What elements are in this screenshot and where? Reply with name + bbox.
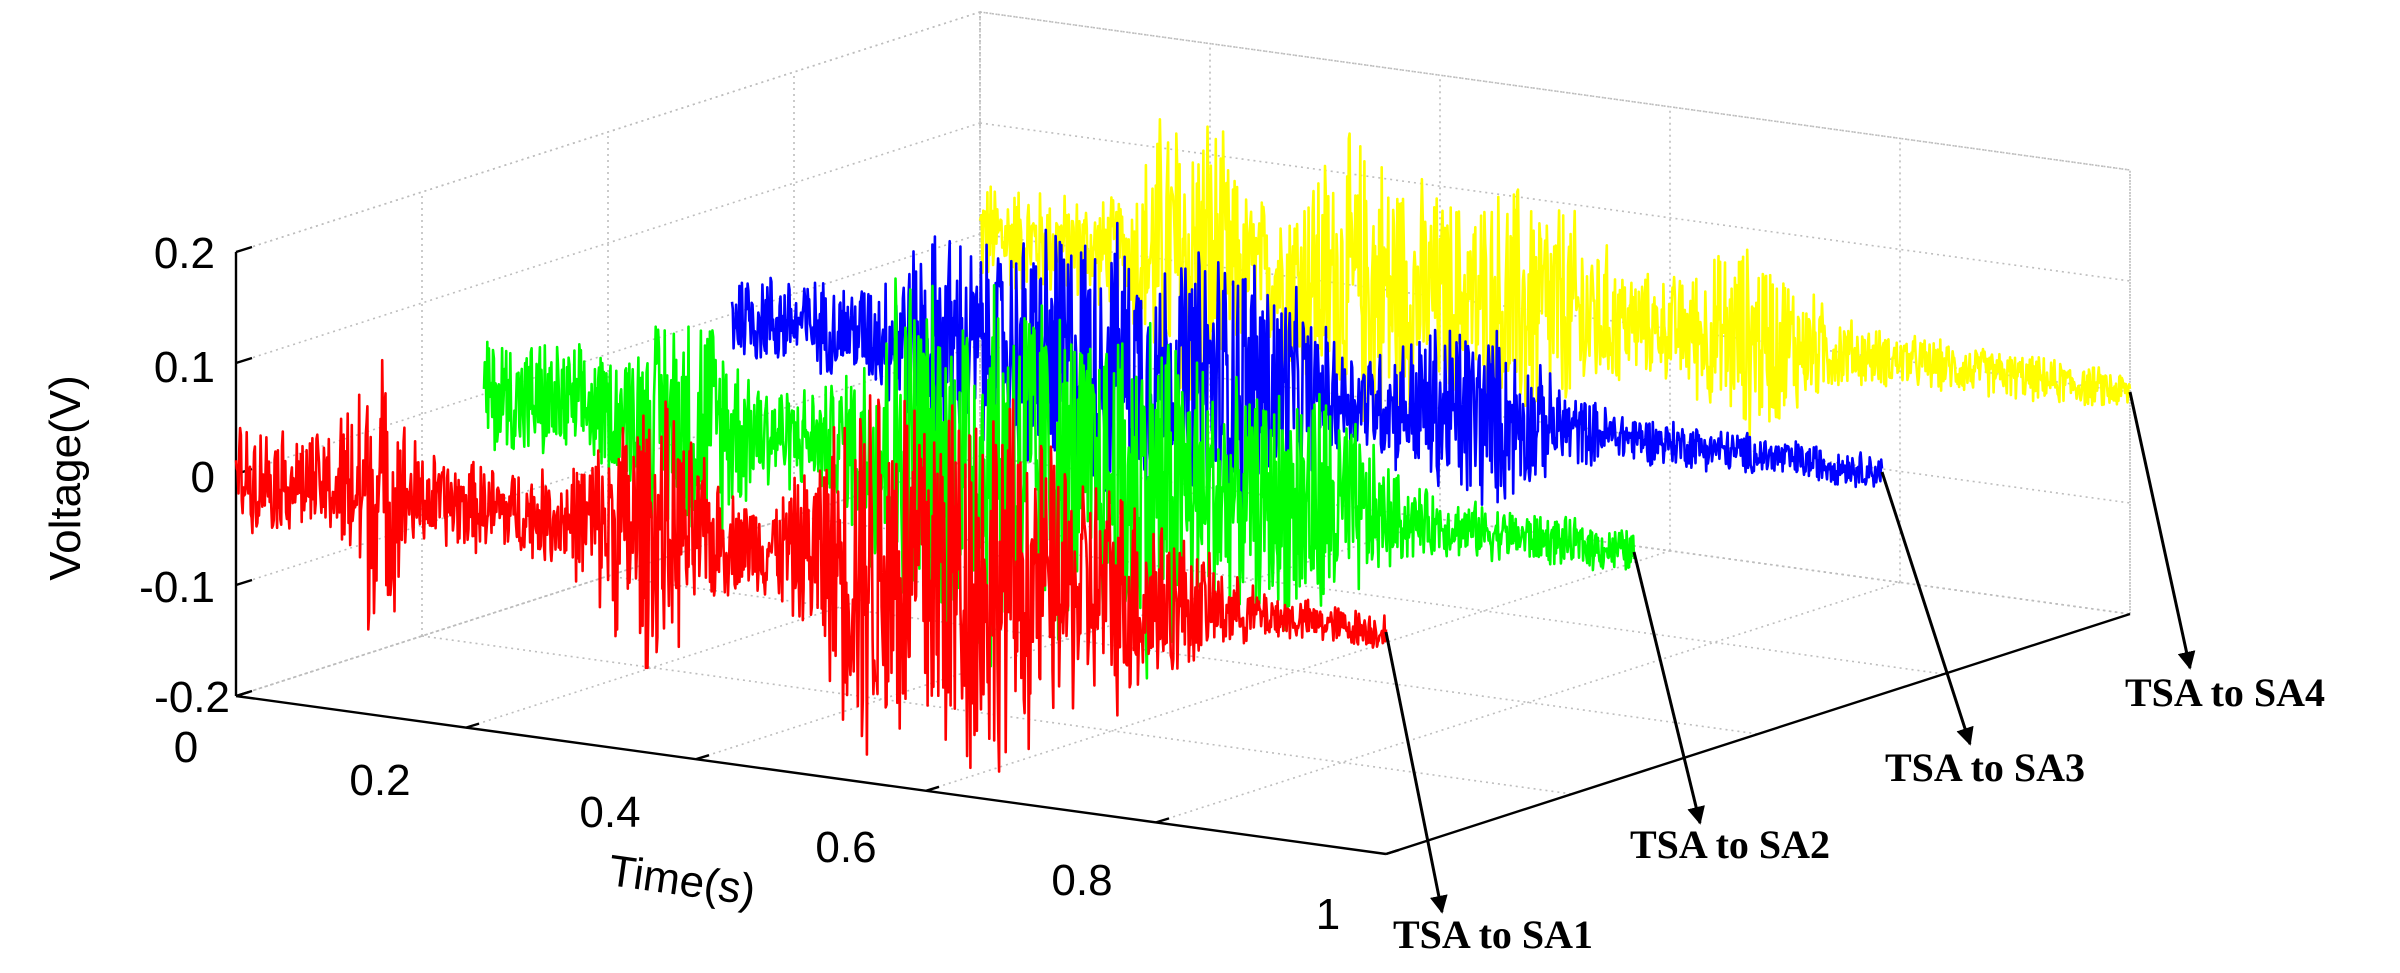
series-annotations: TSA to SA1 TSA to SA2 TSA to SA3 TSA to … [1393,670,2325,957]
series-label-sa3: TSA to SA3 [1885,745,2085,790]
annotation-arrow [1880,471,1974,746]
series-label-sa2: TSA to SA2 [1630,822,1830,867]
series-line-1 [234,358,1388,773]
x-tick-mark [1155,817,1170,824]
annotation-arrow [2128,391,2196,670]
annotation-arrow [1384,631,1448,914]
x-tick-labels: 0 0.2 0.4 0.6 0.8 1 [174,723,1340,939]
series-label-sa1: TSA to SA1 [1393,912,1593,957]
x-tick-label: 0.6 [815,823,876,872]
z-tick-label: 0.2 [154,229,215,278]
series-line-3 [730,221,1884,517]
x-tick-mark [465,722,480,729]
depth-axis-line [1385,612,2131,856]
x-tick-mark [695,754,710,761]
z-tick-label: 0.1 [154,343,215,392]
series-label-sa4: TSA to SA4 [2125,670,2325,715]
floor-grid-line [421,635,1573,795]
x-tick-mark [235,690,250,698]
x-tick-mark [1385,848,1400,856]
x-tick-label: 1 [1316,890,1340,939]
z-tick-label: -0.1 [139,563,215,612]
x-axis-line [235,694,1387,856]
floor-grid-line [465,486,1211,729]
z-tick-label: 0 [191,453,215,502]
x-tick-label: 0.2 [349,756,410,805]
x-tick-label: 0.8 [1051,856,1112,905]
floor-grid-line [695,518,1441,760]
z-tick-labels: 0.2 0.1 0 -0.1 -0.2 [139,229,230,722]
z-axis-label: Voltage(V) [41,375,90,580]
x-tick-mark [925,785,940,792]
wall-grid-line [979,122,2131,282]
z-tick-label: -0.2 [154,673,230,722]
axis-layer [234,245,2131,856]
series-line-4 [978,118,2132,437]
side-grid-line [235,233,981,475]
z-tick-mark [235,578,253,587]
annotation-arrow [1632,551,1705,825]
z-tick-mark [235,356,253,365]
x-axis-label: Time(s) [606,846,759,915]
z-tick-mark [235,245,253,254]
side-grid-line [235,11,981,253]
x-tick-label: 0 [174,723,198,772]
side-grid-line [235,122,981,364]
annotation-layer [1384,391,2196,914]
floor-grid-line [1155,581,1901,824]
series-layer [234,118,2132,773]
x-tick-label: 0.4 [579,788,640,837]
wall-grid-line [979,11,2131,171]
